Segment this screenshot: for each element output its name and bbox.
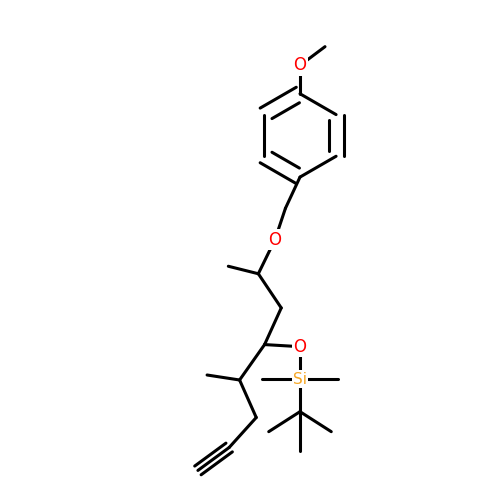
Text: O: O [268, 230, 281, 248]
Text: O: O [294, 56, 306, 74]
Text: Si: Si [293, 372, 307, 386]
Text: O: O [294, 338, 306, 355]
